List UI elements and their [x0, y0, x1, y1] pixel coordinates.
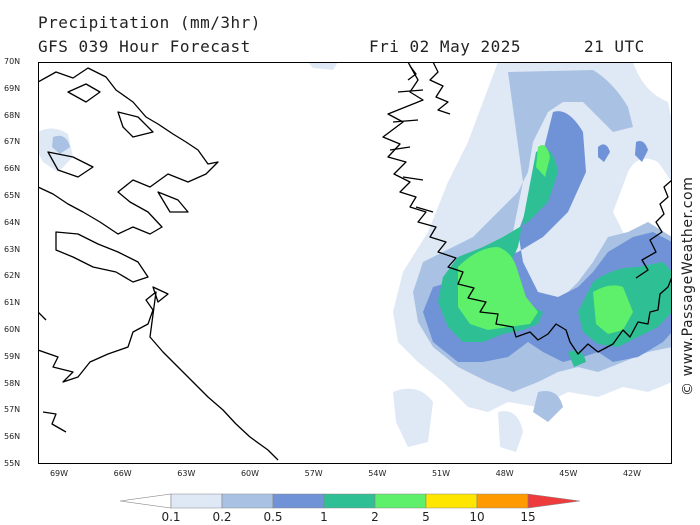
lat-label: 69N	[4, 83, 21, 93]
colorbar-segment	[374, 493, 427, 509]
forecast-model: GFS 039 Hour Forecast	[38, 37, 251, 56]
lat-label: 65N	[4, 191, 21, 200]
forecast-date: Fri 02 May 2025	[369, 37, 521, 56]
colorbar-segment	[221, 493, 274, 509]
lat-label: 70N	[4, 57, 21, 66]
colorbar-segment	[323, 493, 376, 509]
lat-label: 61N	[4, 298, 21, 308]
lat-label: 57N	[4, 405, 21, 415]
precipitation-map	[38, 62, 672, 464]
lat-label: 59N	[4, 351, 21, 361]
forecast-time: 21 UTC	[584, 37, 645, 56]
lon-label: 66W	[113, 469, 132, 478]
lon-label: 57W	[304, 469, 323, 478]
lat-label: 60N	[4, 325, 21, 334]
lon-label: 69W	[49, 469, 69, 478]
lat-label: 63N	[4, 244, 21, 254]
colorbar-segment	[527, 493, 581, 509]
lat-label: 58N	[4, 378, 21, 388]
colorbar-segment	[425, 493, 478, 509]
lon-label: 60W	[240, 469, 260, 478]
colorbar-label: 15	[520, 510, 536, 524]
colorbar-label: 10	[469, 510, 485, 524]
lon-label: 54W	[368, 469, 387, 478]
colorbar-label: 5	[422, 510, 430, 524]
lon-label: 51W	[431, 469, 451, 478]
colorbar-segment	[476, 493, 529, 509]
precip-level-2	[458, 144, 633, 334]
lat-label: 56N	[4, 432, 21, 442]
colorbar-segment	[119, 493, 172, 509]
credit-text: © www.PassageWeather.com	[680, 176, 696, 396]
lat-label: 66N	[4, 164, 21, 174]
colorbar-label: 1	[320, 510, 328, 524]
lat-label: 64N	[4, 217, 21, 227]
colorbar-label: 0.2	[212, 510, 232, 524]
colorbar-label: 2	[371, 510, 379, 524]
lat-label: 55N	[4, 459, 21, 468]
lat-label: 62N	[4, 271, 21, 281]
chart-title: Precipitation (mm/3hr)	[38, 13, 261, 32]
colorbar-label: 0.5	[263, 510, 283, 524]
colorbar-segment	[272, 493, 325, 509]
lon-label: 48W	[495, 469, 514, 478]
lon-label: 42W	[622, 469, 642, 478]
colorbar-segment	[170, 493, 223, 509]
coastlines	[38, 62, 672, 461]
colorbar	[119, 493, 581, 509]
lon-label: 45W	[559, 469, 578, 478]
lat-label: 68N	[4, 110, 21, 120]
colorbar-label: 0.1	[161, 510, 181, 524]
lat-label: 67N	[4, 137, 21, 147]
lon-label: 63W	[177, 469, 196, 478]
